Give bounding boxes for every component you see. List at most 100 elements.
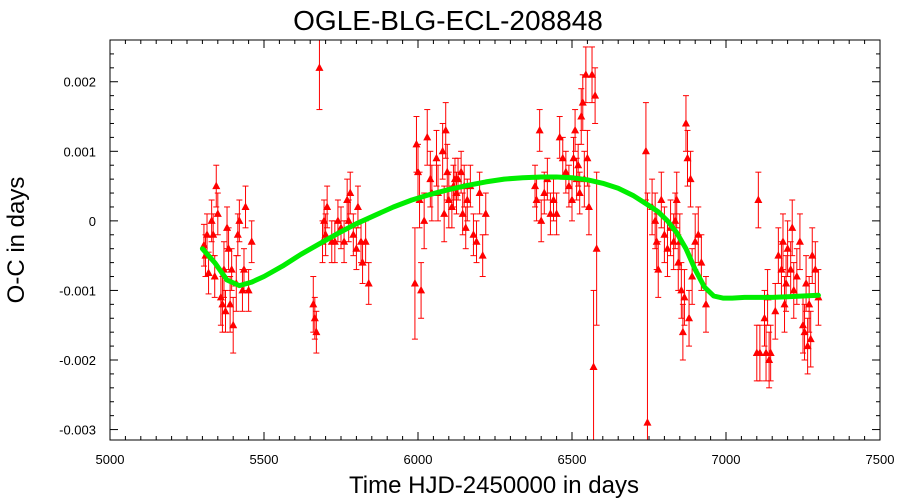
triangle-marker xyxy=(212,181,221,190)
data-point xyxy=(643,192,652,440)
triangle-marker xyxy=(540,188,549,197)
triangle-marker xyxy=(239,265,248,273)
chart-title: OGLE-BLG-ECL-208848 xyxy=(293,5,603,36)
x-tick-label: 5000 xyxy=(96,452,125,467)
triangle-marker xyxy=(229,320,238,329)
triangle-marker xyxy=(221,306,230,315)
triangle-marker xyxy=(806,334,815,343)
y-tick-label: -0.001 xyxy=(59,283,96,298)
data-point xyxy=(546,192,555,236)
triangle-marker xyxy=(469,230,478,238)
triangle-marker xyxy=(312,327,321,336)
triangle-marker xyxy=(454,174,463,183)
data-point xyxy=(678,303,687,361)
triangle-marker xyxy=(589,362,598,370)
triangle-marker xyxy=(426,174,435,183)
data-point xyxy=(795,213,804,271)
triangle-marker xyxy=(309,299,318,308)
data-point xyxy=(537,199,546,243)
triangle-marker xyxy=(330,237,339,245)
triangle-marker xyxy=(443,167,452,176)
triangle-marker xyxy=(694,230,703,238)
data-point xyxy=(410,227,419,340)
triangle-marker xyxy=(578,98,587,106)
triangle-marker xyxy=(760,313,769,322)
data-point xyxy=(654,241,663,298)
data-point xyxy=(805,276,814,333)
triangle-marker xyxy=(777,265,786,273)
triangle-marker xyxy=(783,244,792,252)
triangle-marker xyxy=(591,91,600,99)
triangle-marker xyxy=(226,299,235,308)
triangle-marker xyxy=(361,237,370,245)
triangle-marker xyxy=(643,418,652,426)
triangle-marker xyxy=(577,112,586,120)
triangle-marker xyxy=(583,153,592,162)
triangle-marker xyxy=(349,230,358,238)
triangle-marker xyxy=(410,278,419,287)
triangle-marker xyxy=(537,216,546,224)
triangle-marker xyxy=(235,216,244,224)
triangle-marker xyxy=(432,153,441,162)
triangle-marker xyxy=(774,251,783,259)
triangle-marker xyxy=(244,285,253,294)
triangle-marker xyxy=(677,285,686,294)
triangle-marker xyxy=(780,299,789,308)
data-point xyxy=(657,171,666,229)
triangle-marker xyxy=(805,299,814,308)
data-point xyxy=(755,324,764,382)
triangle-marker xyxy=(800,327,809,336)
data-point xyxy=(681,95,690,152)
triangle-marker xyxy=(766,348,775,357)
data-point xyxy=(564,164,573,208)
triangle-marker xyxy=(233,230,242,238)
data-point xyxy=(454,157,463,201)
triangle-marker xyxy=(786,265,795,273)
data-point xyxy=(469,213,478,257)
data-point xyxy=(686,150,695,208)
data-point xyxy=(323,185,332,229)
triangle-marker xyxy=(588,70,597,78)
triangle-marker xyxy=(701,299,710,308)
triangle-marker xyxy=(241,202,250,210)
y-tick-label: 0.001 xyxy=(63,144,96,159)
triangle-marker xyxy=(447,202,456,210)
triangle-marker xyxy=(414,167,422,176)
triangle-marker xyxy=(660,230,669,238)
triangle-marker xyxy=(364,278,373,287)
triangle-marker xyxy=(564,181,573,190)
data-point xyxy=(203,213,212,257)
triangle-marker xyxy=(412,139,421,148)
data-points-layer xyxy=(199,40,823,440)
triangle-marker xyxy=(799,320,807,329)
data-point xyxy=(588,46,597,104)
data-point xyxy=(535,109,544,152)
triangle-marker xyxy=(535,125,544,134)
triangle-marker xyxy=(323,202,332,210)
triangle-marker xyxy=(561,167,570,176)
data-point xyxy=(481,192,490,236)
triangle-marker xyxy=(555,132,564,141)
triangle-marker xyxy=(333,216,342,224)
data-point xyxy=(778,213,787,271)
triangle-marker xyxy=(227,265,236,273)
data-point xyxy=(577,88,586,145)
triangle-marker xyxy=(657,195,666,203)
x-axis-title: Time HJD-2450000 in days xyxy=(349,472,639,499)
data-point xyxy=(224,227,233,271)
x-tick-label: 7000 xyxy=(712,452,741,467)
triangle-marker xyxy=(574,160,583,169)
data-point xyxy=(680,269,689,326)
x-tick-label: 7500 xyxy=(866,452,895,467)
triangle-marker xyxy=(681,118,690,127)
data-point xyxy=(235,199,244,243)
data-point xyxy=(766,324,775,382)
triangle-marker xyxy=(444,195,453,203)
triangle-marker xyxy=(688,272,697,280)
triangle-marker xyxy=(213,209,222,217)
data-point xyxy=(221,289,230,333)
triangle-marker xyxy=(203,230,212,238)
triangle-marker xyxy=(352,244,361,252)
triangle-marker xyxy=(683,153,692,162)
y-tick-label: 0 xyxy=(89,214,96,229)
